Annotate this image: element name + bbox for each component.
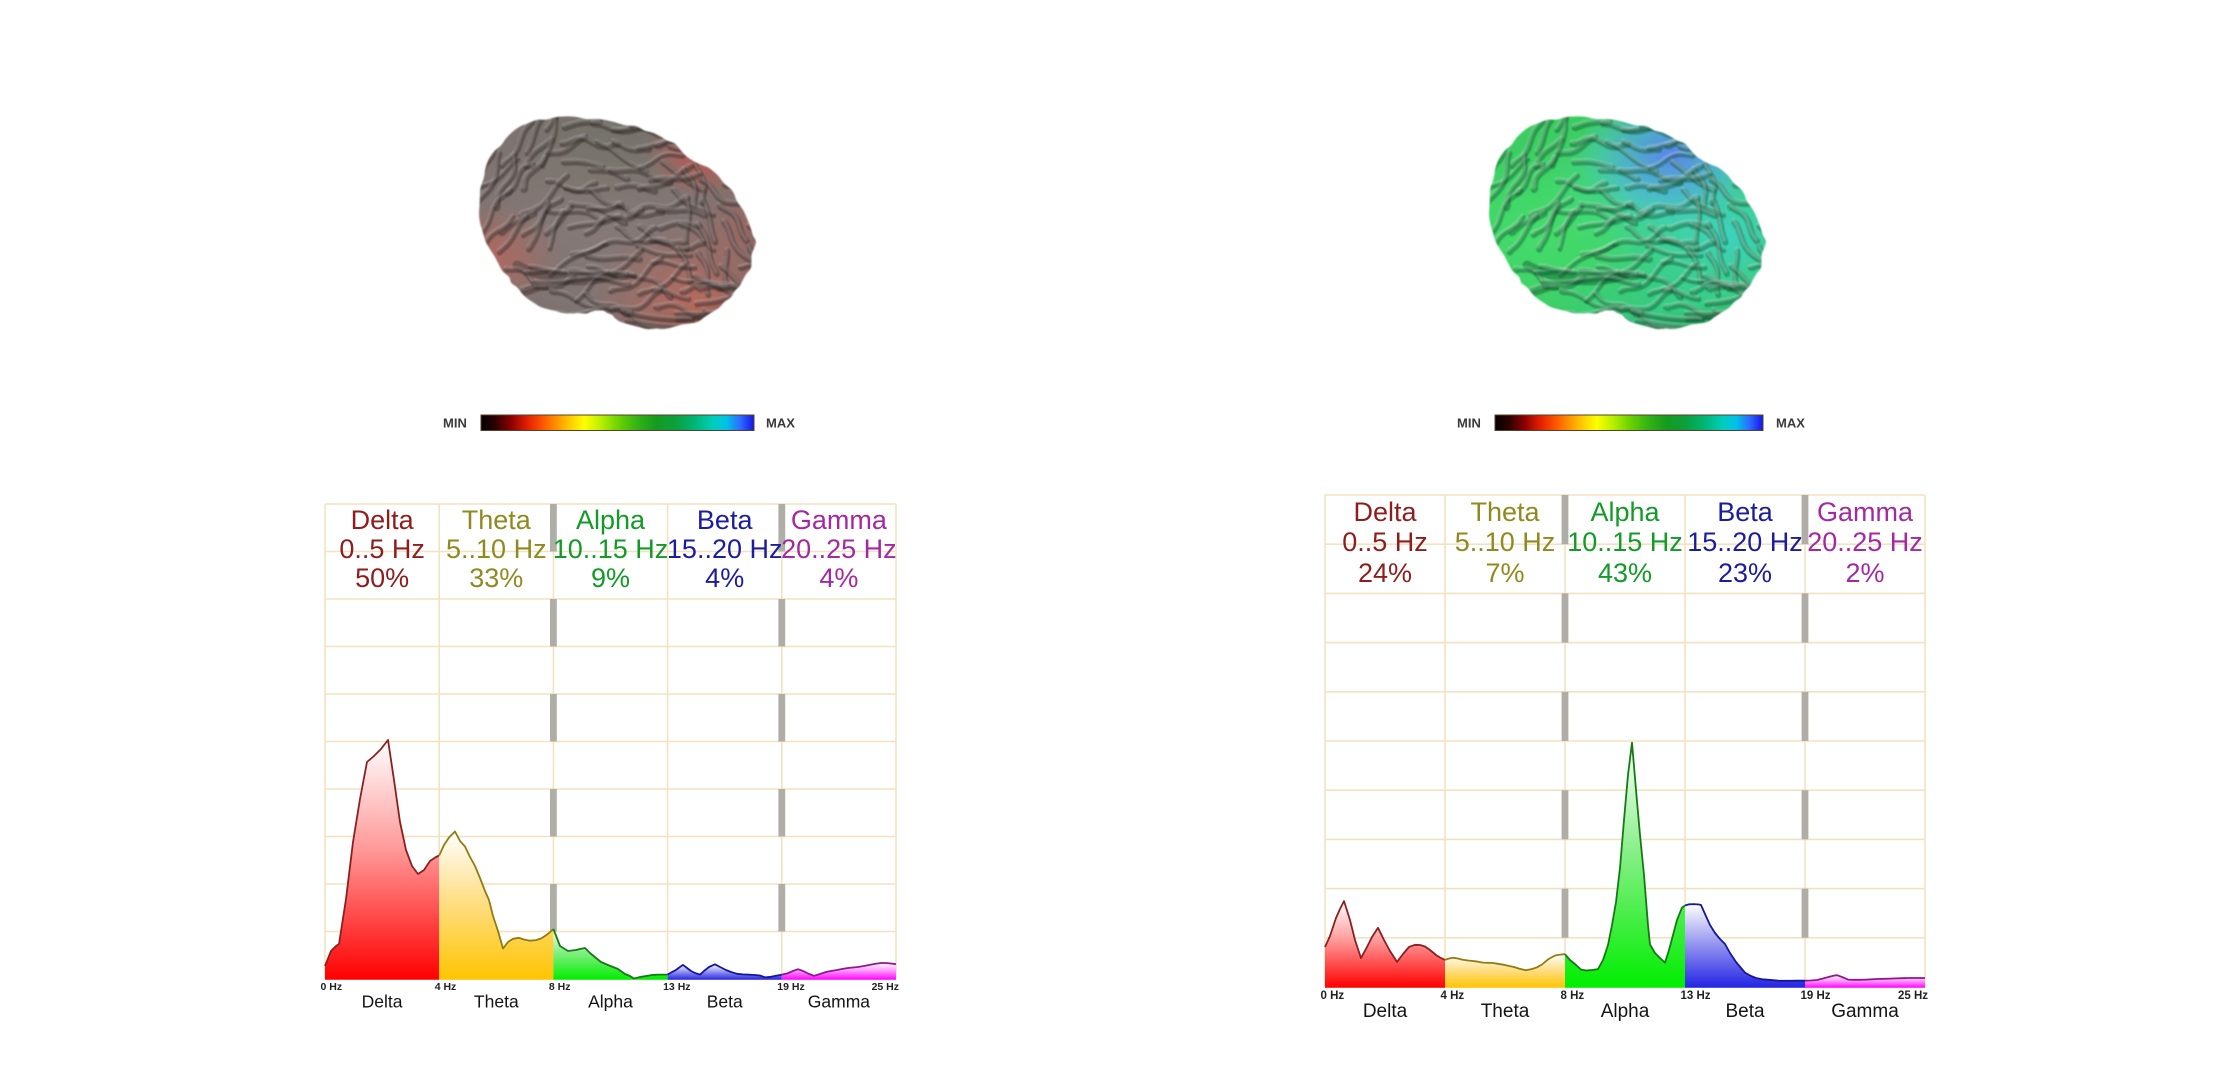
svg-text:4%: 4% [705, 563, 744, 593]
svg-text:Delta: Delta [351, 505, 415, 535]
svg-text:0..5 Hz: 0..5 Hz [1342, 527, 1428, 557]
svg-text:19 Hz: 19 Hz [777, 981, 804, 993]
svg-text:4 Hz: 4 Hz [1441, 990, 1465, 1002]
svg-text:Theta: Theta [1470, 497, 1540, 527]
svg-text:Beta: Beta [707, 992, 743, 1012]
svg-text:25 Hz: 25 Hz [1898, 990, 1928, 1002]
svg-text:0..5 Hz: 0..5 Hz [339, 534, 425, 564]
svg-text:8 Hz: 8 Hz [549, 981, 571, 993]
svg-text:15..20 Hz: 15..20 Hz [667, 534, 783, 564]
svg-text:MAX: MAX [1776, 416, 1805, 431]
svg-text:50%: 50% [355, 563, 409, 593]
svg-text:Theta: Theta [462, 505, 532, 535]
svg-text:20..25 Hz: 20..25 Hz [1807, 527, 1923, 557]
svg-text:7%: 7% [1485, 558, 1524, 588]
svg-text:Gamma: Gamma [1817, 497, 1914, 527]
svg-text:Theta: Theta [474, 992, 519, 1012]
svg-text:13 Hz: 13 Hz [663, 981, 690, 993]
svg-text:25 Hz: 25 Hz [872, 981, 899, 993]
svg-text:43%: 43% [1598, 558, 1652, 588]
svg-text:10..15 Hz: 10..15 Hz [1567, 527, 1683, 557]
svg-text:8 Hz: 8 Hz [1561, 990, 1585, 1002]
svg-text:0 Hz: 0 Hz [1321, 990, 1345, 1002]
svg-text:4%: 4% [819, 563, 858, 593]
svg-text:MAX: MAX [766, 416, 795, 431]
svg-text:5..10 Hz: 5..10 Hz [446, 534, 547, 564]
svg-text:2%: 2% [1845, 558, 1884, 588]
svg-text:15..20 Hz: 15..20 Hz [1687, 527, 1803, 557]
svg-text:Alpha: Alpha [588, 992, 633, 1012]
svg-text:13 Hz: 13 Hz [1681, 990, 1711, 1002]
svg-text:Beta: Beta [1717, 497, 1774, 527]
svg-text:Gamma: Gamma [791, 505, 888, 535]
svg-text:Gamma: Gamma [1831, 1001, 1899, 1022]
svg-text:MIN: MIN [1457, 416, 1481, 431]
svg-text:19 Hz: 19 Hz [1801, 990, 1831, 1002]
svg-text:23%: 23% [1718, 558, 1772, 588]
svg-text:9%: 9% [591, 563, 630, 593]
svg-text:Beta: Beta [1725, 1001, 1765, 1022]
svg-text:Beta: Beta [697, 505, 754, 535]
svg-text:24%: 24% [1358, 558, 1412, 588]
svg-text:20..25 Hz: 20..25 Hz [781, 534, 897, 564]
svg-text:Gamma: Gamma [808, 992, 871, 1012]
svg-text:MIN: MIN [443, 416, 467, 431]
svg-text:0 Hz: 0 Hz [321, 981, 343, 993]
svg-text:5..10 Hz: 5..10 Hz [1455, 527, 1556, 557]
svg-text:Alpha: Alpha [1590, 497, 1660, 527]
svg-text:Delta: Delta [1363, 1001, 1408, 1022]
svg-text:Alpha: Alpha [576, 505, 646, 535]
svg-text:33%: 33% [469, 563, 523, 593]
svg-text:Alpha: Alpha [1601, 1001, 1650, 1022]
svg-text:Theta: Theta [1481, 1001, 1530, 1022]
svg-text:Delta: Delta [362, 992, 403, 1012]
svg-text:10..15 Hz: 10..15 Hz [553, 534, 669, 564]
svg-text:4 Hz: 4 Hz [435, 981, 457, 993]
svg-text:Delta: Delta [1353, 497, 1417, 527]
